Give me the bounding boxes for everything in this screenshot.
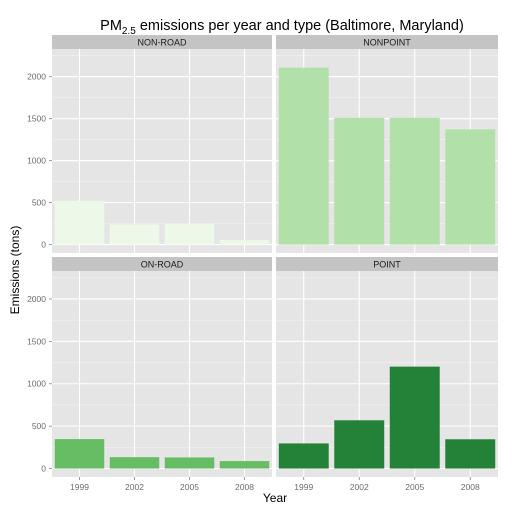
strip-label: ON-ROAD [141,260,184,270]
bar-point-2008 [445,439,496,469]
bar-non-road-2005 [164,223,215,245]
x-tick-label: 2008 [235,482,254,492]
bar-nonpoint-2002 [334,117,385,245]
title-subscript: 2.5 [122,26,136,37]
strip-label: NON-ROAD [138,38,187,48]
y-tick-label: 1000 [27,156,46,166]
y-tick-label: 500 [32,421,46,431]
y-tick-label: 2000 [27,72,46,82]
strip-background [52,257,272,271]
x-tick-label: 2002 [125,482,144,492]
x-tick-label: 2002 [350,482,369,492]
bar-non-road-2002 [109,224,160,245]
bar-on-road-2008 [219,461,270,469]
panel-on-road: ON-ROAD 0 500 1000 1500 2000 1999 2002 2005 2008 [27,257,272,492]
y-axis-label: Emissions (tons) [8,226,22,315]
panels-layer: NON-ROAD 0 500 1000 1500 2000 NONPOINT ON-ROAD 0… [27,35,498,492]
title-prefix: PM [100,18,122,34]
strip-background [276,35,498,49]
strip-background [276,257,498,271]
bar-nonpoint-2005 [389,117,440,245]
y-tick-label: 2000 [27,294,46,304]
bar-non-road-2008 [219,239,270,245]
bar-nonpoint-2008 [445,129,496,245]
y-tick-label: 500 [32,198,46,208]
chart-title: PM2.5 emissions per year and type (Balti… [100,18,464,37]
x-tick-label: 2005 [405,482,424,492]
y-tick-label: 1000 [27,379,46,389]
panel-non-road: NON-ROAD 0 500 1000 1500 2000 [27,35,272,253]
title-suffix: emissions per year and type (Baltimore, … [136,18,464,34]
x-axis-label: Year [263,491,287,505]
strip-label: POINT [373,260,401,270]
x-tick-label: 2005 [180,482,199,492]
panel-nonpoint: NONPOINT [276,35,498,253]
x-tick-label: 2008 [461,482,480,492]
bar-on-road-2005 [164,457,215,469]
y-tick-label: 1500 [27,114,46,124]
bar-non-road-1999 [54,200,105,245]
bar-on-road-2002 [109,457,160,469]
x-tick-label: 1999 [294,482,313,492]
panel-point: POINT 1999 2002 2005 2008 [276,257,498,492]
bar-point-2002 [334,420,385,469]
bar-on-road-1999 [54,439,105,469]
bar-point-1999 [278,443,329,469]
y-tick-label: 0 [41,464,46,474]
y-tick-label: 1500 [27,336,46,346]
strip-label: NONPOINT [363,38,411,48]
strip-background [52,35,272,49]
y-tick-label: 0 [41,240,46,250]
bar-nonpoint-1999 [278,67,329,245]
x-tick-label: 1999 [70,482,89,492]
bar-point-2005 [389,366,440,469]
